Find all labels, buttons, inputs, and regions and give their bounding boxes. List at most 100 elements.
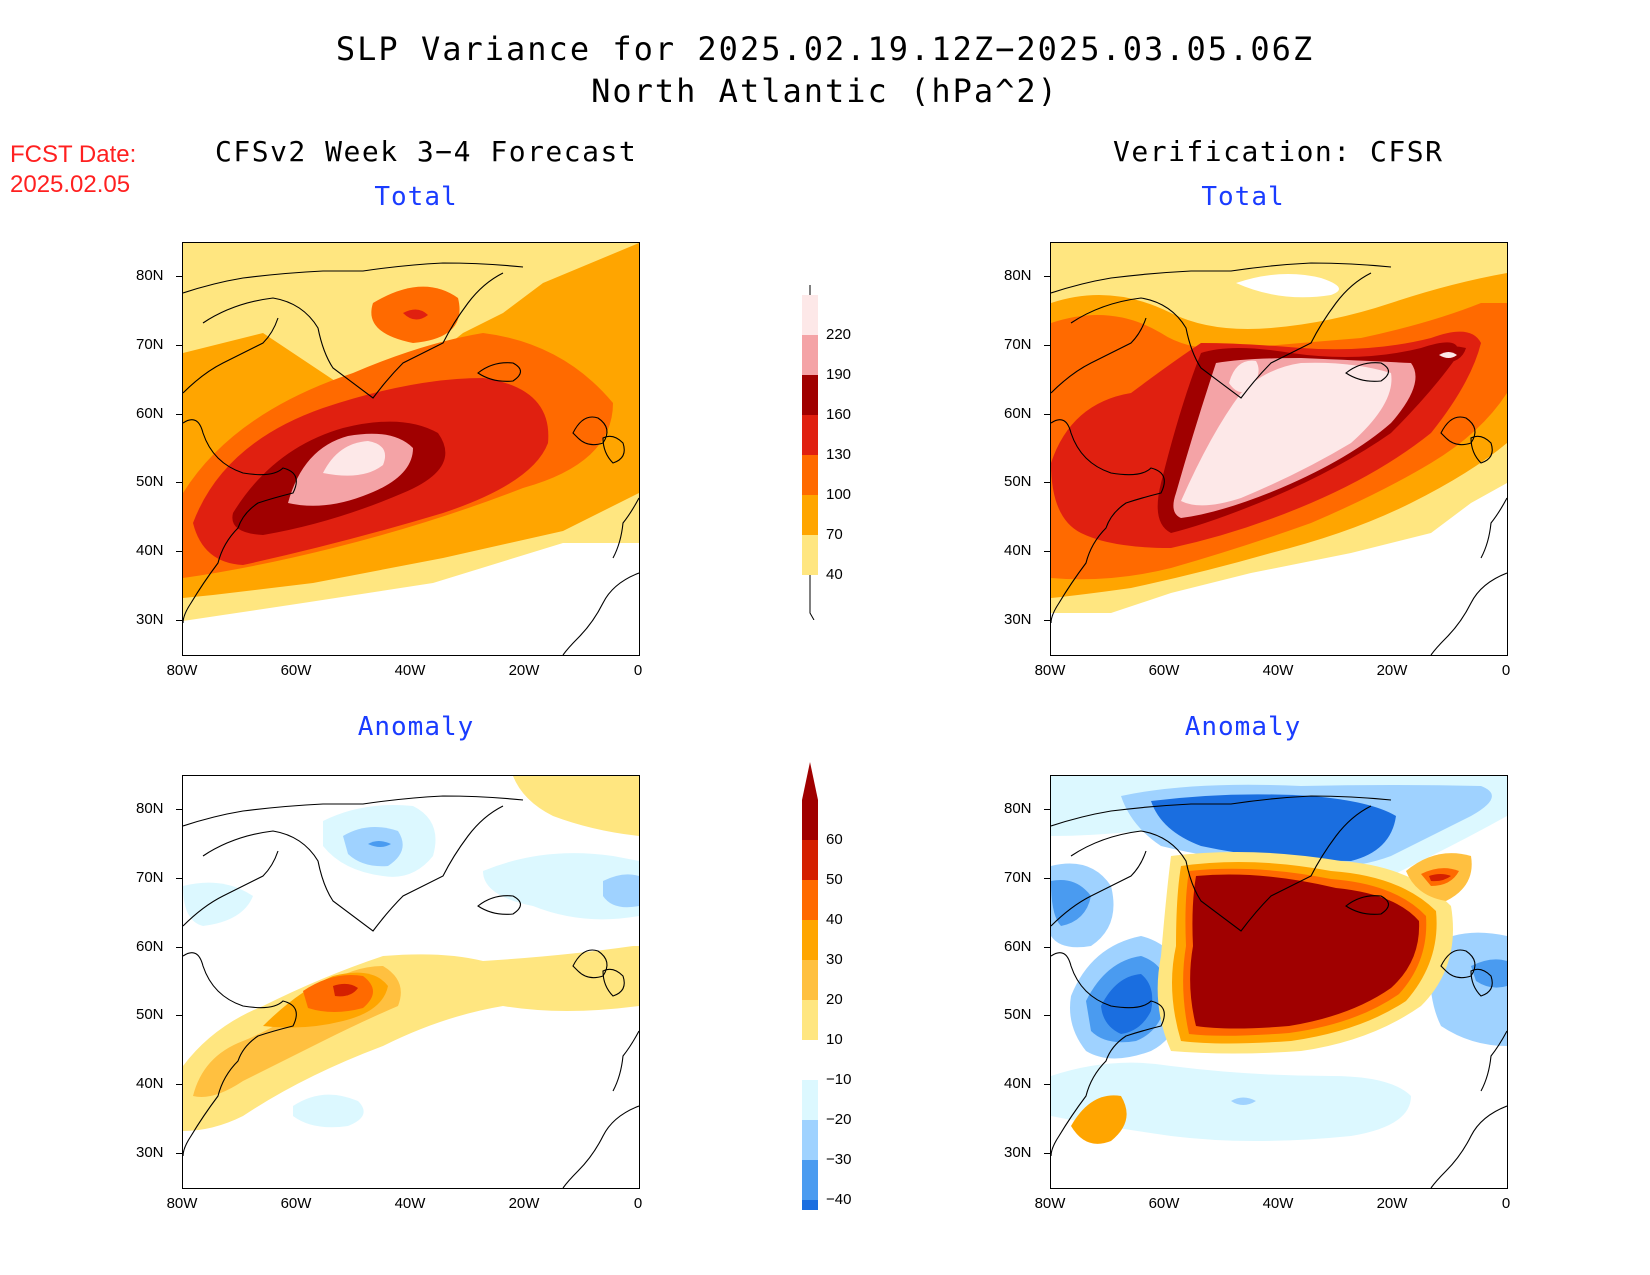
verification-anomaly-subtitle: Anomaly: [1184, 712, 1302, 742]
forecast-total-lon-label: 20W: [508, 662, 540, 679]
anomaly-colorbar-label: 50: [826, 871, 843, 888]
forecast-total-lat-label: 50N: [136, 473, 164, 491]
total-swatch: [802, 335, 818, 375]
forecast-anomaly-lon-label: 0: [633, 1195, 643, 1212]
forecast-total-lat-tick: [176, 482, 182, 484]
forecast-total-subtitle: Total: [374, 182, 458, 212]
forecast-date: FCST Date: 2025.02.05: [10, 140, 136, 200]
forecast-anomaly-lon-label: 80W: [166, 1195, 198, 1212]
colorbar-total: 220 190 160 130 100 70 40: [780, 285, 900, 620]
forecast-total-lat-label: 30N: [136, 610, 164, 628]
forecast-date-label: FCST Date:: [10, 141, 137, 168]
verification-anomaly-lat-tick: [1044, 878, 1050, 879]
total-swatch: [802, 535, 818, 575]
verification-anomaly-field: [1051, 776, 1507, 1188]
total-swatch: [802, 455, 818, 495]
left-column-title: CFSv2 Week 3−4 Forecast: [215, 135, 638, 168]
map-forecast-total: [182, 242, 640, 656]
forecast-anomaly-lon-label: 20W: [508, 1195, 540, 1212]
verification-anomaly-lon-label: 0: [1501, 1195, 1511, 1212]
verification-total-subtitle: Total: [1201, 182, 1285, 212]
forecast-anomaly-lat-label: 40N: [136, 1075, 164, 1092]
verification-total-lon-label: 40W: [1262, 662, 1294, 679]
anomaly-swatch: [802, 880, 818, 920]
forecast-anomaly-field: [183, 776, 639, 1188]
anomaly-colorbar-label: 30: [826, 951, 843, 968]
verification-total-lat-tick: [1044, 482, 1050, 484]
anomaly-swatch: [802, 960, 818, 1000]
verification-anomaly-lon-label: 40W: [1262, 1195, 1294, 1212]
colorbar-anomaly: 60 50 40 30 20 10 −10 −20 −30 −40: [780, 760, 900, 1210]
anomaly-colorbar-label: 40: [826, 911, 843, 928]
verification-anomaly-lat-label: 40N: [1004, 1075, 1032, 1092]
anomaly-colorbar-label: −40: [826, 1191, 852, 1208]
forecast-total-lon-label: 60W: [280, 662, 312, 679]
verification-total-lat-tick: [1044, 413, 1050, 415]
anomaly-colorbar-label: −20: [826, 1111, 852, 1128]
right-column-title: Verification: CFSR: [1113, 135, 1444, 168]
forecast-total-lon-label: 0: [633, 662, 643, 679]
forecast-anomaly-lat-tick: [176, 878, 182, 879]
forecast-anomaly-lon-label: 60W: [280, 1195, 312, 1212]
total-swatch: [802, 375, 818, 415]
verification-total-lon-label: 60W: [1148, 662, 1180, 679]
forecast-anomaly-subtitle: Anomaly: [357, 712, 475, 742]
verification-anomaly-lat-label: 60N: [1004, 937, 1032, 955]
total-colorbar-label: 100: [826, 486, 852, 503]
anomaly-upper-arrow: [802, 762, 818, 800]
verification-anomaly-lat-tick: [1044, 1015, 1050, 1017]
anomaly-swatch: [802, 1000, 818, 1040]
forecast-anomaly-lat-label: 60N: [136, 937, 164, 955]
verification-total-lon-label: 80W: [1034, 662, 1066, 679]
forecast-total-lat-label: 60N: [136, 404, 164, 422]
anomaly-colorbar-label: 20: [826, 991, 843, 1008]
forecast-total-field: [183, 243, 639, 655]
forecast-anomaly-lat-label: 70N: [136, 869, 164, 886]
verification-anomaly-lat-label: 50N: [1004, 1006, 1032, 1024]
anomaly-colorbar-label: 10: [826, 1031, 843, 1048]
anomaly-swatch: [802, 840, 818, 880]
forecast-date-value: 2025.02.05: [10, 171, 131, 198]
anomaly-swatch: [802, 800, 818, 840]
forecast-anomaly-lat-tick: [176, 1015, 182, 1017]
verification-anomaly-lat-label: 80N: [1004, 800, 1032, 818]
total-colorbar-label: 190: [826, 366, 852, 383]
forecast-total-lat-tick: [176, 345, 182, 346]
forecast-total-lon-label: 80W: [166, 662, 198, 679]
verification-anomaly-lon-label: 20W: [1376, 1195, 1408, 1212]
forecast-total-lat-tick: [176, 276, 182, 278]
forecast-total-lat-label: 80N: [136, 267, 164, 285]
forecast-anomaly-lat-label: 80N: [136, 800, 164, 818]
anomaly-swatch: [802, 1080, 818, 1120]
forecast-anomaly-lat-label: 50N: [136, 1006, 164, 1024]
total-colorbar-label: 40: [826, 566, 843, 583]
map-verification-total: [1050, 242, 1508, 656]
colorbar-total-swatches: [802, 285, 818, 620]
anomaly-swatch: [802, 1200, 818, 1210]
verification-total-field: [1051, 243, 1507, 655]
verification-anomaly-lon-label: 60W: [1148, 1195, 1180, 1212]
total-swatch: [802, 415, 818, 455]
colorbar-anomaly-swatches: [802, 762, 818, 1210]
total-colorbar-label: 160: [826, 406, 852, 423]
verification-total-lat-label: 60N: [1004, 404, 1032, 422]
total-colorbar-label: 130: [826, 446, 852, 463]
forecast-total-lon-label: 40W: [394, 662, 426, 679]
anomaly-colorbar-label: −10: [826, 1071, 852, 1088]
figure-title-line2: North Atlantic (hPa^2): [591, 72, 1059, 110]
anomaly-colorbar-label: 60: [826, 831, 843, 848]
verification-total-lon-label: 20W: [1376, 662, 1408, 679]
figure-title-line1: SLP Variance for 2025.02.19.12Z−2025.03.…: [335, 30, 1315, 68]
verification-total-lat-tick: [1044, 551, 1050, 552]
forecast-anomaly-lat-tick: [176, 809, 182, 811]
verification-total-lat-label: 80N: [1004, 267, 1032, 285]
verification-total-lon-label: 0: [1501, 662, 1511, 679]
map-verification-anomaly: [1050, 775, 1508, 1189]
anomaly-swatch: [802, 1160, 818, 1200]
total-swatch: [802, 295, 818, 335]
forecast-anomaly-lat-tick: [176, 946, 182, 948]
verification-anomaly-lat-label: 30N: [1004, 1143, 1032, 1161]
anomaly-colorbar-label: −30: [826, 1151, 852, 1168]
total-colorbar-label: 220: [826, 326, 852, 343]
forecast-anomaly-lon-label: 40W: [394, 1195, 426, 1212]
